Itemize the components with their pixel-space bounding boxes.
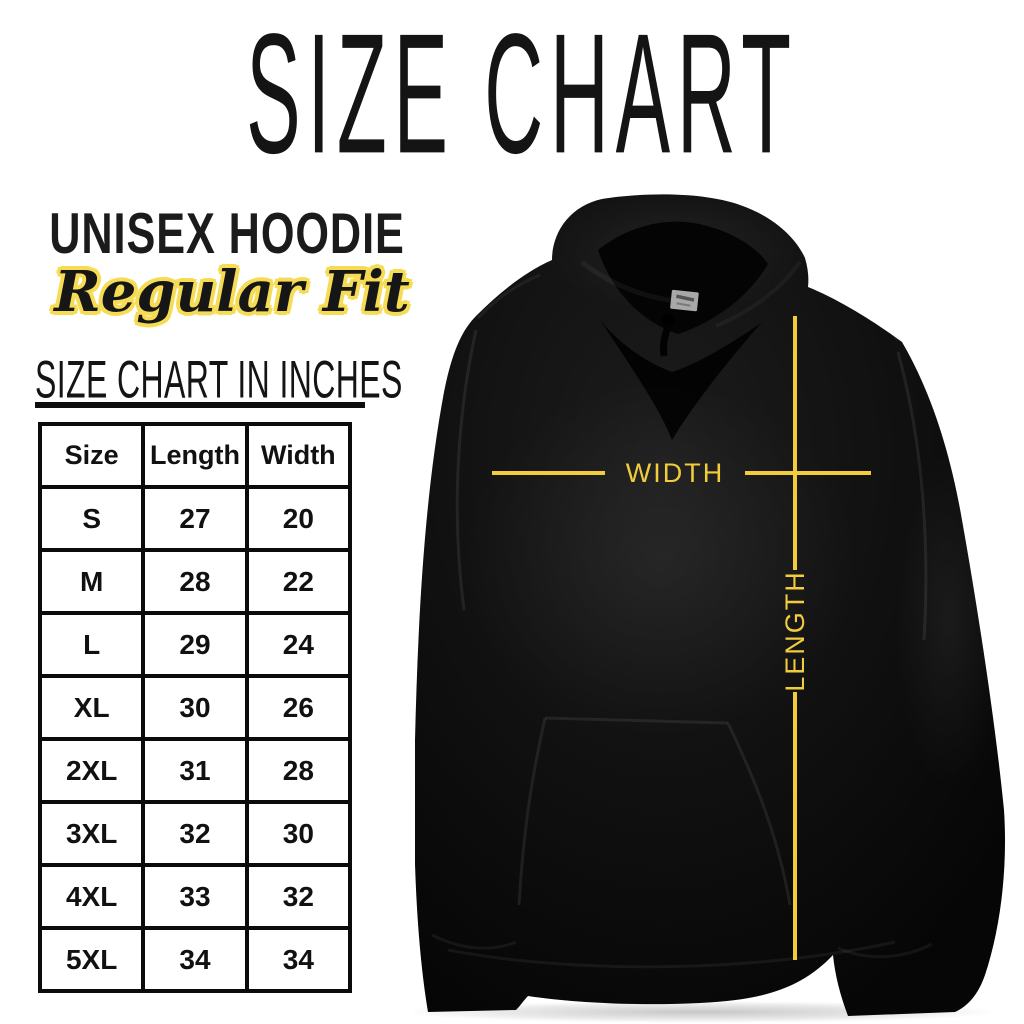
column-header-length: Length <box>141 422 249 489</box>
table-heading: SIZE CHART IN INCHES <box>35 351 403 410</box>
hood-opening <box>598 221 768 334</box>
width-cell: 22 <box>244 548 353 615</box>
width-cell: 20 <box>244 485 353 552</box>
table-header-row: Size Length Width <box>37 422 353 489</box>
length-cell: 30 <box>141 674 249 741</box>
pocket-right-seam <box>726 722 792 906</box>
length-line-top <box>793 316 797 570</box>
left-armhole-seam <box>455 329 478 611</box>
length-cell: 33 <box>141 863 249 930</box>
right-cuff-seam <box>837 942 933 959</box>
column-header-size: Size <box>37 422 146 489</box>
size-cell: 4XL <box>37 863 146 930</box>
size-cell: L <box>37 611 146 678</box>
table-row: 2XL 31 28 <box>37 737 353 804</box>
right-armhole-seam <box>896 351 928 641</box>
pocket-left-seam <box>517 717 547 906</box>
width-label: WIDTH <box>625 458 725 488</box>
heading-underline <box>35 402 365 408</box>
table-row: 4XL 33 32 <box>37 863 353 930</box>
table-row: XL 30 26 <box>37 674 353 741</box>
fit-label: Regular Fit <box>54 259 410 325</box>
column-header-width: Width <box>244 422 353 489</box>
page-title: SIZE CHART <box>246 0 798 190</box>
size-cell: S <box>37 485 146 552</box>
length-cell: 31 <box>141 737 249 804</box>
length-line-bottom <box>793 692 797 960</box>
table-row: S 27 20 <box>37 485 353 552</box>
width-cell: 30 <box>244 800 353 867</box>
table-row: 5XL 34 34 <box>37 926 353 993</box>
pocket-top-seam <box>544 716 729 725</box>
size-cell: 2XL <box>37 737 146 804</box>
width-line-left <box>492 471 605 475</box>
width-cell: 26 <box>244 674 353 741</box>
width-cell: 28 <box>244 737 353 804</box>
size-cell: 3XL <box>37 800 146 867</box>
neck-label <box>670 289 699 312</box>
width-cell: 24 <box>244 611 353 678</box>
neckline-shadow <box>600 320 762 440</box>
width-cell: 34 <box>244 926 353 993</box>
width-cell: 32 <box>244 863 353 930</box>
length-label: LENGTH <box>780 570 810 692</box>
width-line-right <box>745 471 871 475</box>
size-table: Size Length Width S 27 20 M 28 22 L 29 2… <box>37 422 353 993</box>
length-cell: 32 <box>141 800 249 867</box>
length-cell: 29 <box>141 611 249 678</box>
size-cell: M <box>37 548 146 615</box>
left-shoulder-seam <box>476 273 541 320</box>
right-shoulder-seam <box>817 276 900 342</box>
hoodie-graphic <box>415 188 1006 1023</box>
size-cell: XL <box>37 674 146 741</box>
length-cell: 27 <box>141 485 249 552</box>
table-row: L 29 24 <box>37 611 353 678</box>
length-cell: 28 <box>141 548 249 615</box>
left-cuff-seam <box>431 933 517 950</box>
table-row: 3XL 32 30 <box>37 800 353 867</box>
length-cell: 34 <box>141 926 249 993</box>
product-name: UNISEX HOODIE <box>49 200 405 265</box>
size-cell: 5XL <box>37 926 146 993</box>
table-row: M 28 22 <box>37 548 353 615</box>
hem-seam <box>447 940 896 969</box>
